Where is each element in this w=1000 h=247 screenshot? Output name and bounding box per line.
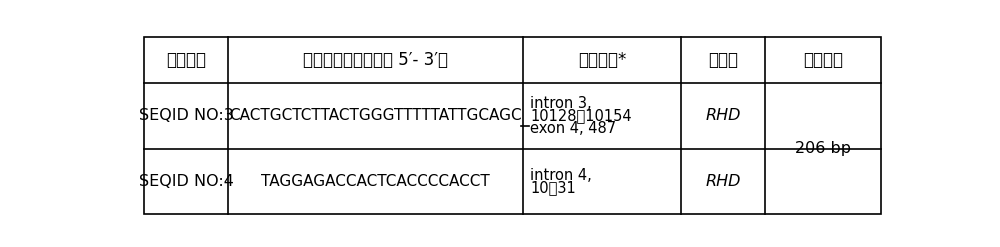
Text: RHD: RHD [706,174,741,189]
Text: TAGGAGACCACTCACCCCACCT: TAGGAGACCACTCACCCCACCT [261,174,490,189]
Text: 特异性: 特异性 [708,51,738,69]
Text: CACTGCTCTTACTGGGTTTTTATTGCAGC: CACTGCTCTTACTGGGTTTTTATTGCAGC [229,108,522,124]
Text: 引物位置*: 引物位置* [578,51,626,69]
Text: SEQID NO:3: SEQID NO:3 [139,108,234,124]
Text: intron 3,: intron 3, [530,96,592,111]
Text: 扩增产物: 扩增产物 [803,51,843,69]
Text: 寡核苷酸引物序列（ 5′- 3′）: 寡核苷酸引物序列（ 5′- 3′） [303,51,448,69]
Text: RHD: RHD [706,108,741,124]
Text: SEQID NO:4: SEQID NO:4 [139,174,234,189]
Text: intron 4,: intron 4, [530,168,592,183]
Text: 206 bp: 206 bp [795,141,851,156]
Text: 引物编号: 引物编号 [166,51,206,69]
Text: exon 4, 487: exon 4, 487 [530,121,616,136]
Text: 10～31: 10～31 [530,180,576,195]
Text: 10128～10154: 10128～10154 [530,108,632,124]
